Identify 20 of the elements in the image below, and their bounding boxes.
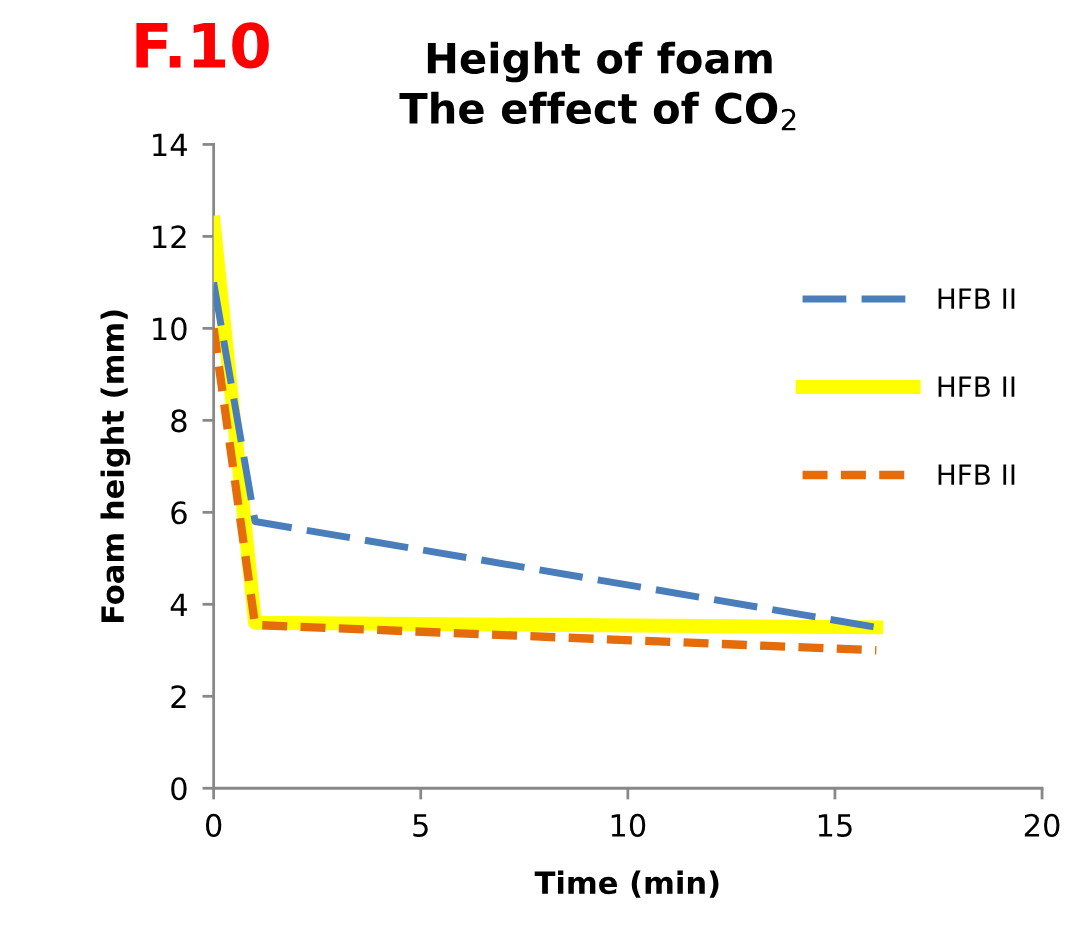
y-tick-label: 8	[171, 409, 187, 433]
text: F.10	[136, 22, 269, 69]
legend-label: HFB II	[938, 464, 1015, 485]
legend-label: HFB II	[938, 376, 1015, 397]
y-tick-label: 14	[153, 133, 187, 157]
x-tick-label: 20	[1024, 813, 1060, 837]
x-tick-label: 5	[413, 814, 428, 837]
x-tick-label: 10	[611, 813, 646, 837]
y-tick-label: 0	[171, 777, 187, 801]
y-tick-label: 12	[153, 225, 186, 249]
x-tick-label: 15	[818, 814, 852, 837]
y-tick-label: 2	[171, 685, 186, 708]
y-tick-label: 4	[170, 593, 187, 616]
chart-title: Height of foam The effect of CO$_{2}$	[399, 41, 796, 131]
y-tick-label: 10	[153, 317, 187, 341]
y-tick-label: 6	[171, 501, 187, 525]
x-axis-title: Time (min)	[534, 870, 719, 898]
legend-label: HFB II	[938, 288, 1015, 309]
y-axis-title: Foam height (mm)	[100, 310, 131, 623]
x-tick-label: 0	[205, 813, 222, 837]
